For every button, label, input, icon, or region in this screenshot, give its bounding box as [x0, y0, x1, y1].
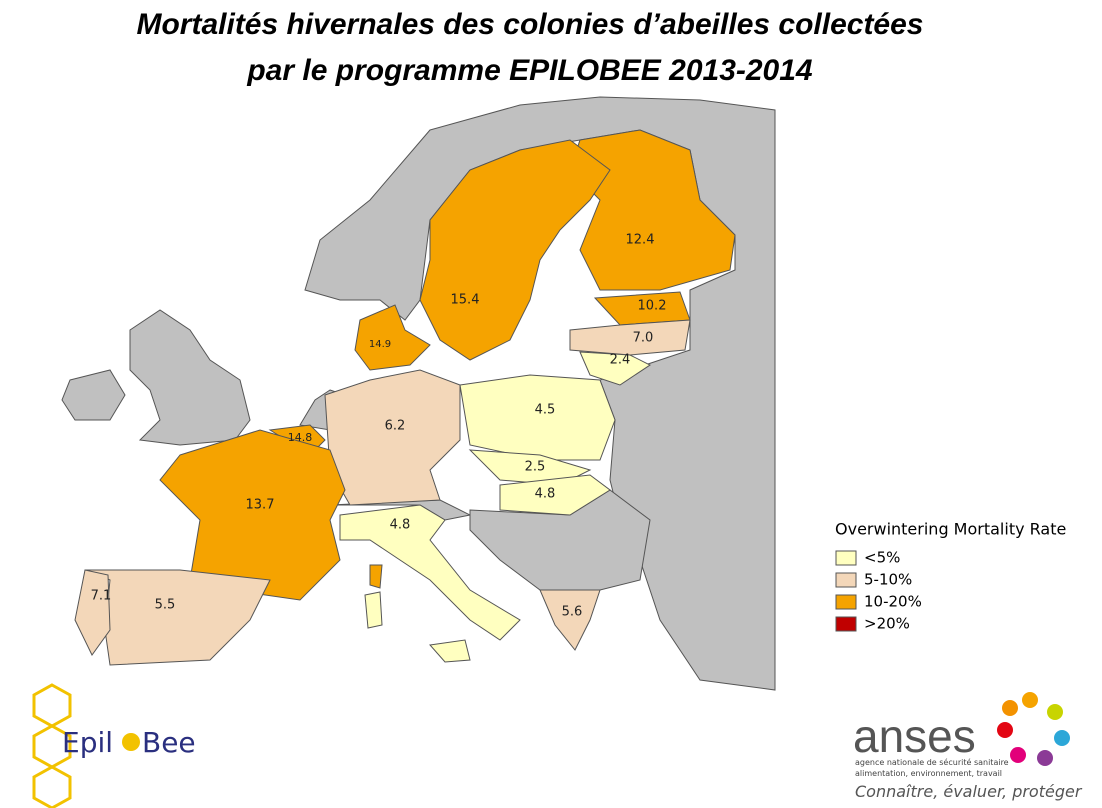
legend-swatch: [835, 616, 857, 632]
region: [364, 591, 383, 629]
region-value: 2.5: [525, 460, 546, 475]
legend-label: 5-10%: [864, 571, 912, 589]
legend-label: <5%: [864, 549, 900, 567]
region-value: 5.6: [562, 605, 583, 620]
region-value: 13.7: [246, 498, 275, 513]
region: [459, 374, 616, 461]
region-value: 4.5: [535, 403, 556, 418]
legend-label: >20%: [864, 615, 910, 633]
region-value: 14.9: [369, 339, 391, 350]
region-value: 10.2: [638, 299, 667, 314]
region-value: 12.4: [626, 233, 655, 248]
title-line: par le programme EPILOBEE 2013-2014: [247, 54, 813, 87]
region: [369, 564, 383, 589]
anses-name: anses: [853, 710, 976, 762]
region: [539, 589, 601, 651]
legend-swatch: [835, 550, 857, 566]
region-value: 15.4: [451, 293, 480, 308]
region: [74, 569, 111, 656]
legend-label: 10-20%: [864, 593, 922, 611]
legend: Overwintering Mortality Rate <5% 5-10% 10-…: [835, 520, 1066, 633]
region-value: 4.8: [390, 518, 411, 533]
region-value: 4.8: [535, 487, 556, 502]
logo-text: Epil: [62, 726, 113, 759]
legend-swatch: [835, 594, 857, 610]
region: [354, 304, 431, 371]
anses-line: alimentation, environnement, travail: [855, 769, 1002, 778]
region-value: 6.2: [385, 419, 406, 434]
region-value: 14.8: [288, 431, 313, 444]
legend-swatch: [835, 572, 857, 588]
region-value: 5.5: [155, 598, 176, 613]
anses-motto: Connaître, évaluer, protéger: [855, 782, 1083, 801]
region-labels: 12.4 15.4 10.2 7.0 2.4 14.9 6.2 4.5 14.8…: [91, 233, 667, 620]
region: [569, 319, 691, 356]
title-line: Mortalités hivernales des colonies d’abe…: [136, 8, 924, 41]
logo-text: Bee: [142, 726, 196, 759]
anses-logo: anses agence nationale de sécurité sanit…: [853, 692, 1083, 801]
region: [324, 369, 461, 506]
region: [159, 429, 346, 601]
region-value: 7.1: [91, 589, 112, 604]
region: [339, 504, 521, 641]
region: [84, 569, 271, 666]
region: [429, 639, 471, 663]
regions: [74, 129, 736, 666]
region: [579, 351, 651, 386]
region: [419, 139, 611, 361]
legend-title: Overwintering Mortality Rate: [835, 520, 1066, 539]
anses-flower: [997, 692, 1070, 766]
region-value: 2.4: [610, 353, 631, 368]
epilobee-logo: Epil Bee: [32, 683, 196, 808]
region: [499, 474, 611, 516]
region: [569, 129, 736, 291]
bee-icon: [122, 733, 140, 751]
region-value: 7.0: [633, 331, 654, 346]
anses-line: agence nationale de sécurité sanitaire: [855, 757, 1009, 767]
